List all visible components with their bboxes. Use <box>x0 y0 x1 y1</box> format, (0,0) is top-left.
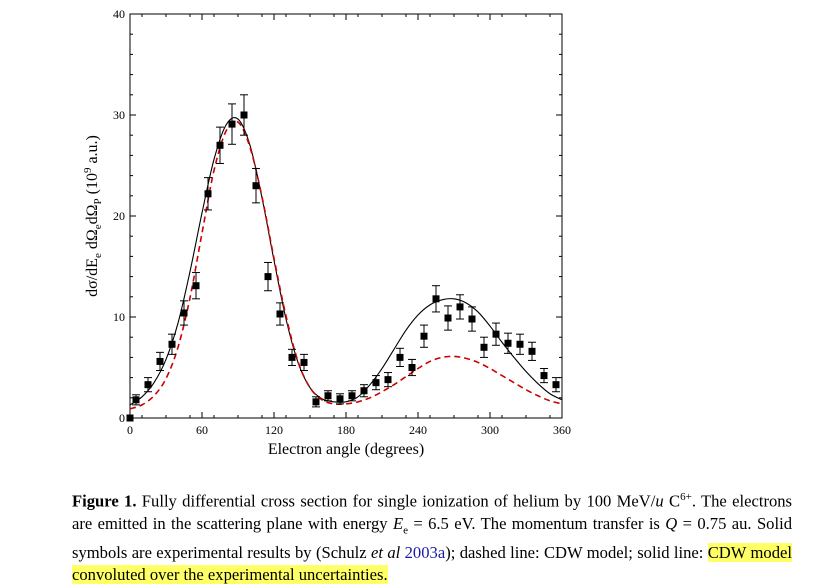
data-point <box>480 343 488 351</box>
y-axis-label-part: dΩ <box>84 204 101 224</box>
data-point <box>204 190 212 198</box>
data-point <box>396 353 404 361</box>
data-point <box>144 381 152 389</box>
data-point <box>336 395 344 403</box>
y-axis-label-part: dσ/dE <box>84 258 101 297</box>
caption-charge: 6+ <box>680 491 692 503</box>
x-tick-label: 180 <box>337 423 355 437</box>
model-curves <box>129 117 563 410</box>
data-point <box>168 340 176 348</box>
data-point <box>348 392 356 400</box>
data-point <box>288 353 296 361</box>
y-tick-label: 40 <box>113 7 125 21</box>
data-point <box>180 309 188 317</box>
data-point <box>324 392 332 400</box>
data-point <box>300 358 308 366</box>
cross-section-chart: 0 60 120 180 240 300 360 0 10 20 30 40 Electron ang… <box>82 7 571 458</box>
data-point <box>360 387 368 395</box>
caption-text-7: ); dashed line: CDW model; solid line: <box>445 542 708 562</box>
experimental-points <box>126 94 560 422</box>
x-tick-label: 120 <box>265 423 283 437</box>
data-point <box>384 376 392 384</box>
data-point <box>444 314 452 322</box>
data-point <box>132 396 140 404</box>
y-tick-label: 10 <box>113 310 125 324</box>
citation-link[interactable]: 2003a <box>404 542 446 562</box>
data-point <box>216 141 224 149</box>
x-tick-label: 300 <box>481 423 499 437</box>
x-axis-label: Electron angle (degrees) <box>268 441 424 458</box>
caption-text-1: Fully differential cross section for sin… <box>136 491 656 511</box>
plot-frame <box>129 13 563 419</box>
data-point <box>552 381 560 389</box>
caption-unit-u: u <box>655 491 664 511</box>
data-point <box>456 303 464 311</box>
data-point <box>540 372 548 380</box>
y-axis-label-part: e <box>92 224 104 229</box>
y-axis-label-part: P <box>92 198 104 204</box>
data-point <box>240 111 248 119</box>
y-axis-label-part: e <box>92 253 104 258</box>
caption-momentum-symbol: Q <box>665 514 678 534</box>
data-point <box>504 339 512 347</box>
caption-etal: et al <box>371 542 401 562</box>
caption-text-5: = 0.75 au. Solid symbols are experimenta… <box>72 514 792 562</box>
cdw-convoluted-solid-curve <box>129 117 563 406</box>
data-point <box>492 330 500 338</box>
data-point <box>372 379 380 387</box>
data-point <box>528 347 536 355</box>
axis-ticks: 0 60 120 180 240 300 360 0 10 20 30 40 <box>113 7 571 437</box>
data-point <box>408 364 416 371</box>
y-tick-label: 30 <box>113 108 125 122</box>
data-point <box>516 340 524 348</box>
figure-caption: Figure 1. Fully differential cross secti… <box>72 486 792 587</box>
caption-text-4: = 6.5 eV. The momentum transfer is <box>408 514 666 534</box>
x-tick-label: 0 <box>127 423 133 437</box>
data-point <box>264 273 272 281</box>
data-point <box>312 398 320 406</box>
caption-energy-symbol: E <box>392 514 404 534</box>
data-point <box>420 332 428 340</box>
data-point <box>156 357 164 365</box>
data-point <box>432 295 440 303</box>
data-point <box>126 414 134 422</box>
y-axis-label-part: dΩ <box>84 229 101 253</box>
caption-text-3: . The electrons are emitted in the scatt… <box>72 491 793 534</box>
data-point <box>228 120 236 128</box>
cdw-dashed-curve <box>129 120 563 410</box>
y-axis-label-part: 9 <box>82 167 94 173</box>
y-axis-label: dσ/dEe dΩedΩP (109 a.u.) <box>82 135 104 297</box>
figure-label: Figure 1. <box>72 491 137 511</box>
x-tick-label: 360 <box>553 423 571 437</box>
x-tick-label: 240 <box>409 423 427 437</box>
y-axis-label-part: a.u.) <box>84 135 101 167</box>
x-tick-label: 60 <box>196 423 208 437</box>
caption-energy-subscript: e <box>403 524 408 537</box>
y-tick-label: 0 <box>119 411 125 425</box>
caption-text-2: C <box>663 491 681 511</box>
data-point <box>468 315 476 323</box>
y-axis-label-part: (10 <box>84 173 101 198</box>
data-point <box>252 182 260 190</box>
data-point <box>192 282 200 290</box>
y-tick-label: 20 <box>113 209 125 223</box>
data-point <box>276 310 284 318</box>
